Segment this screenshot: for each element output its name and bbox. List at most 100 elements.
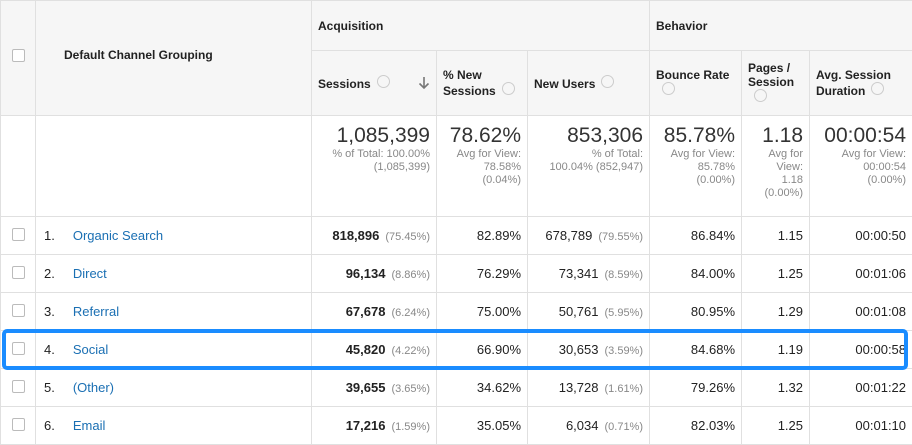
column-header-label: Pages / Session [748, 61, 803, 105]
column-header-content: Avg. Session Duration [816, 68, 906, 98]
sessions: 67,678 [346, 304, 386, 319]
channel-cell: 1. Organic Search [36, 217, 312, 255]
sort-arrow[interactable] [418, 76, 430, 90]
channel-link[interactable]: Organic Search [73, 228, 163, 243]
column-header[interactable]: Sessions [312, 51, 437, 116]
column-header[interactable]: Avg. Session Duration [810, 51, 912, 116]
checkbox[interactable] [12, 49, 25, 62]
total-note: Avg for [748, 148, 803, 161]
bounce-cell: 79.26% [650, 369, 742, 407]
sessions-pct: (1.59%) [391, 421, 430, 433]
column-header-label: Sessions [318, 75, 390, 91]
duration-cell: 00:01:10 [810, 407, 912, 445]
help-icon [377, 75, 390, 88]
group-header: Acquisition [312, 1, 650, 51]
column-title: Bounce Rate [656, 68, 729, 82]
checkbox-cell [1, 255, 36, 293]
pages-cell: 1.25 [742, 255, 810, 293]
channel-cell: 5. (Other) [36, 369, 312, 407]
pct-new-cell: 34.62% [437, 369, 528, 407]
new-users: 50,761 [559, 304, 599, 319]
rank: 6. [44, 418, 55, 433]
total-note: 78.58% [443, 161, 521, 174]
total-note: (0.00%) [816, 174, 906, 187]
totals-checkbox-cell [1, 116, 36, 217]
column-header-label: Avg. Session Duration [816, 68, 906, 98]
column-title: Sessions [318, 77, 371, 91]
new-users-pct: (1.61%) [604, 383, 643, 395]
column-title: Pages / Session [748, 61, 794, 89]
help-icon [662, 82, 675, 95]
new-users: 13,728 [559, 380, 599, 395]
channel-cell: 6. Email [36, 407, 312, 445]
new-users-pct: (8.59%) [604, 269, 643, 281]
column-header[interactable]: % New Sessions [437, 51, 528, 116]
pct-new-cell: 75.00% [437, 293, 528, 331]
new-users-pct: (5.95%) [604, 307, 643, 319]
new-users-pct: (0.71%) [604, 421, 643, 433]
sessions-cell: 67,678(6.24%) [312, 293, 437, 331]
total-value: 853,306 [534, 124, 643, 148]
channel-link[interactable]: Direct [73, 266, 107, 281]
checkbox[interactable] [12, 228, 25, 241]
total-note: (1,085,399) [318, 161, 430, 174]
pct-new-cell: 35.05% [437, 407, 528, 445]
pages-cell: 1.25 [742, 407, 810, 445]
column-header[interactable]: Bounce Rate [650, 51, 742, 116]
new-users: 73,341 [559, 266, 599, 281]
row-highlight [2, 329, 908, 370]
column-header[interactable]: Pages / Session [742, 51, 810, 116]
bounce-cell: 80.95% [650, 293, 742, 331]
total-note: Avg for View: [816, 148, 906, 161]
total-note: Avg for View: [443, 148, 521, 161]
header-checkbox-cell [1, 1, 36, 116]
data-row: 5. (Other) 39,655 (3.65%) 34.62% 13,728 (1.61%… [1, 369, 912, 407]
rank: 1. [44, 228, 55, 243]
rank: 2. [44, 266, 55, 281]
total-note: 00:00:54 [816, 161, 906, 174]
total-value: 78.62% [443, 124, 521, 148]
duration-cell: 00:01:06 [810, 255, 912, 293]
checkbox[interactable] [12, 418, 25, 431]
sessions-cell: 818,896 (75.45%) [312, 217, 437, 255]
new-users: 6,034 [566, 418, 599, 433]
total-note: 85.78% [656, 161, 735, 174]
total-note: View: [748, 161, 803, 174]
total-note: (0.00%) [748, 187, 803, 200]
channel-link[interactable]: Email [73, 418, 106, 433]
sessions-cell: 39,655 (3.65%) [312, 369, 437, 407]
bounce-cell: 82.03% [650, 407, 742, 445]
column-header-label: New Users [534, 75, 614, 91]
column-header-content: Bounce Rate [656, 68, 735, 98]
checkbox[interactable] [12, 380, 25, 393]
sessions: 39,655 [346, 380, 386, 395]
pages-cell: 1.15 [742, 217, 810, 255]
checkbox[interactable] [12, 304, 25, 317]
bounce-cell: 84.00% [650, 255, 742, 293]
channel-link[interactable]: Referral [73, 304, 119, 319]
channel-link[interactable]: (Other) [73, 380, 114, 395]
new-users-cell: 13,728 (1.61%) [528, 369, 650, 407]
sessions: 818,896 [332, 228, 379, 243]
checkbox[interactable] [12, 266, 25, 279]
total-note: 100.04% (852,947) [534, 161, 643, 174]
total-value: 1,085,399 [318, 124, 430, 148]
rank: 5. [44, 380, 55, 395]
column-title: % New Sessions [443, 68, 496, 98]
pct-new-cell: 82.89% [437, 217, 528, 255]
checkbox-cell [1, 293, 36, 331]
sessions-pct: (75.45%) [385, 231, 430, 243]
total-note: 1.18 [748, 174, 803, 187]
total-cell: 78.62%Avg for View:78.58%(0.04%) [437, 116, 528, 217]
new-users-cell: 73,341 (8.59%) [528, 255, 650, 293]
column-header[interactable]: New Users [528, 51, 650, 116]
pct-new-cell: 76.29% [437, 255, 528, 293]
sessions-pct: (3.65%) [391, 383, 430, 395]
